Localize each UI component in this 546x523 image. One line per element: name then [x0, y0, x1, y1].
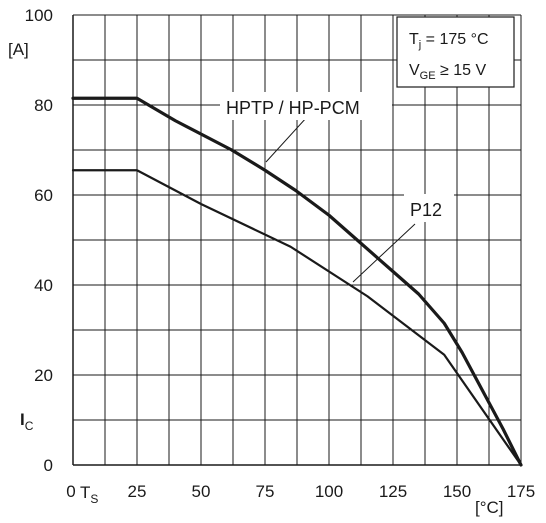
- y-tick-labels: 0 20 40 60 80 100: [25, 6, 53, 475]
- x-tick-label: 0: [66, 482, 75, 501]
- condition-tj: Tj = 175 °C: [409, 31, 489, 51]
- series-2-label: P12: [410, 200, 442, 220]
- y-axis-symbol: IC: [20, 410, 34, 433]
- series-1-leader: [265, 116, 308, 163]
- series-2-line: [71, 169, 523, 467]
- x-tick-labels: 0 25 50 75 100 125 150 175: [66, 482, 535, 501]
- y-tick-label: 0: [44, 456, 53, 475]
- x-tick-label: 175: [507, 482, 535, 501]
- x-tick-label: 150: [443, 482, 471, 501]
- series-1-label: HPTP / HP-PCM: [226, 98, 360, 118]
- grid: [72, 14, 522, 466]
- series-group: [71, 96, 523, 467]
- y-tick-label: 40: [34, 276, 53, 295]
- x-tick-label: 50: [192, 482, 211, 501]
- series-2-label-bg: [404, 194, 454, 222]
- conditions-box: [396, 16, 515, 88]
- y-tick-label: 20: [34, 366, 53, 385]
- y-tick-label: 60: [34, 186, 53, 205]
- series-1-line: [71, 96, 523, 467]
- series-1-label-bg: [220, 92, 392, 120]
- condition-vge: VGE ≥ 15 V: [409, 62, 486, 82]
- x-axis-symbol: TS: [80, 483, 98, 506]
- y-axis-unit: [A]: [8, 40, 29, 59]
- x-tick-label: 75: [256, 482, 275, 501]
- y-tick-label: 80: [34, 96, 53, 115]
- x-tick-label: 125: [379, 482, 407, 501]
- x-tick-label: 100: [315, 482, 343, 501]
- x-tick-label: 25: [128, 482, 147, 501]
- y-tick-label: 100: [25, 6, 53, 25]
- x-axis-unit: [°C]: [475, 498, 504, 517]
- series-2-leader: [352, 223, 416, 283]
